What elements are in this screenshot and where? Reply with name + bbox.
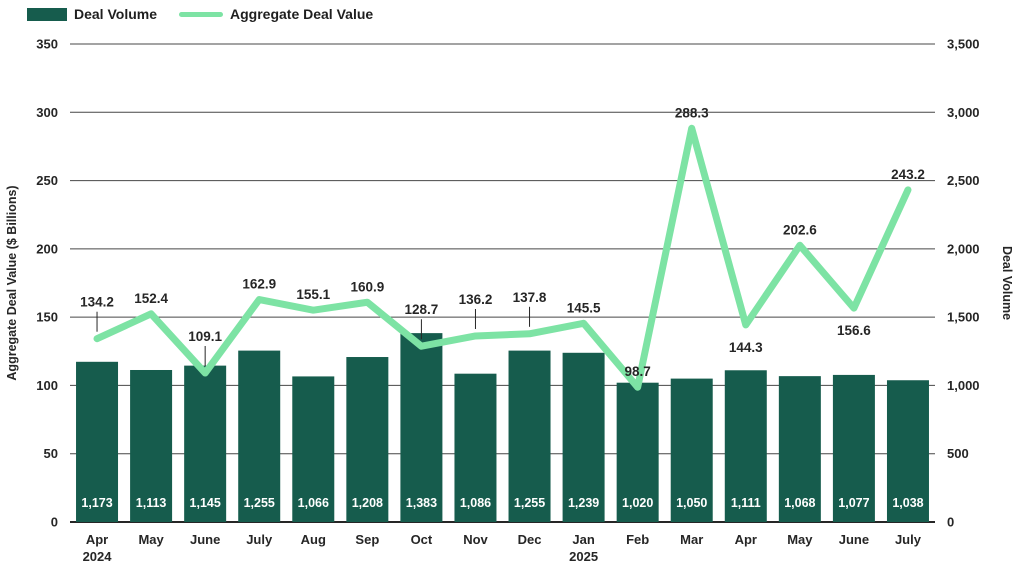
x-axis-label: June: [839, 532, 869, 547]
x-axis-label: Feb: [626, 532, 649, 547]
bar-value-label: 1,145: [190, 496, 221, 510]
bar-value-label: 1,068: [784, 496, 815, 510]
bar-value-label: 1,208: [352, 496, 383, 510]
bar-value-label: 1,239: [568, 496, 599, 510]
line-value-label: 109.1: [188, 329, 222, 344]
x-axis-label: July: [246, 532, 273, 547]
line-value-label: 98.7: [625, 364, 651, 379]
line-value-label: 202.6: [783, 222, 817, 237]
bar-value-label: 1,383: [406, 496, 437, 510]
deal-volume-bar: [346, 357, 389, 522]
left-axis-tick: 200: [36, 241, 58, 256]
deal-volume-bar: [238, 350, 281, 522]
deal-volume-bar: [778, 376, 821, 522]
x-axis-label: Oct: [411, 532, 433, 547]
bar-value-label: 1,086: [460, 496, 491, 510]
deal-volume-bar: [454, 373, 497, 522]
x-axis-label: May: [138, 532, 164, 547]
x-axis-label: Nov: [463, 532, 488, 547]
legend-bar-swatch: [27, 7, 67, 21]
line-value-label: 152.4: [134, 291, 168, 306]
left-axis-tick: 350: [36, 37, 58, 52]
right-axis-title: Deal Volume: [1000, 246, 1014, 320]
right-axis-tick: 3,500: [947, 37, 980, 52]
deal-volume-bar: [508, 350, 551, 522]
legend-line-swatch: [179, 11, 223, 17]
x-axis-label: Jan: [572, 532, 594, 547]
bar-value-label: 1,020: [622, 496, 653, 510]
right-axis-tick: 0: [947, 515, 954, 530]
bar-value-label: 1,050: [676, 496, 707, 510]
x-axis-label: Mar: [680, 532, 703, 547]
right-axis-tick: 3,000: [947, 105, 980, 120]
line-value-label: 144.3: [729, 340, 763, 355]
x-axis-label: June: [190, 532, 220, 547]
bar-value-label: 1,173: [81, 496, 112, 510]
bar-value-label: 1,113: [136, 496, 167, 510]
deal-volume-bar: [76, 361, 119, 522]
bar-value-label: 1,038: [892, 496, 923, 510]
deal-volume-bar: [184, 365, 227, 522]
aggregate-deal-value-line: [93, 124, 912, 391]
deal-volume-bar: [886, 380, 929, 522]
left-axis-tick: 0: [51, 515, 58, 530]
bar-value-label: 1,077: [838, 496, 869, 510]
bar-value-label: 1,111: [731, 496, 761, 510]
deal-volume-bar: [562, 352, 605, 522]
deal-volume-bar: [292, 376, 335, 522]
bar-value-label: 1,255: [514, 496, 545, 510]
line-value-label: 155.1: [296, 287, 330, 302]
x-axis-label: Aug: [301, 532, 326, 547]
line-value-label: 145.5: [567, 300, 601, 315]
right-axis-tick: 500: [947, 446, 969, 461]
deal-volume-bar: [616, 382, 659, 522]
right-axis-tick: 2,000: [947, 241, 980, 256]
x-axis-label: May: [787, 532, 813, 547]
left-axis-tick: 300: [36, 105, 58, 120]
x-axis-label: 2025: [569, 549, 598, 564]
left-axis-tick: 150: [36, 310, 58, 325]
deal-volume-bar: [724, 370, 767, 522]
left-axis-tick: 100: [36, 378, 58, 393]
left-axis-tick: 50: [44, 446, 58, 461]
x-axis-label: Apr: [86, 532, 108, 547]
line-value-label: 243.2: [891, 167, 925, 182]
line-value-label: 160.9: [350, 279, 384, 294]
right-axis-tick: 2,500: [947, 173, 980, 188]
deal-volume-bar: [670, 378, 713, 522]
legend-item-deal-volume[interactable]: Deal Volume: [27, 6, 157, 22]
line-value-label: 136.2: [459, 292, 493, 307]
chart-legend: Deal Volume Aggregate Deal Value: [27, 6, 373, 22]
line-value-label: 134.2: [80, 295, 114, 310]
bar-value-label: 1,066: [298, 496, 329, 510]
left-axis-tick: 250: [36, 173, 58, 188]
bar-value-label: 1,255: [244, 496, 275, 510]
x-axis-label: Dec: [518, 532, 542, 547]
deal-volume-bar: [832, 374, 875, 522]
x-axis-label: Sep: [355, 532, 379, 547]
right-axis-tick: 1,000: [947, 378, 980, 393]
line-value-label: 162.9: [242, 277, 276, 292]
x-axis-label: Apr: [735, 532, 757, 547]
line-value-label: 156.6: [837, 323, 871, 338]
left-axis-title: Aggregate Deal Value ($ Billions): [5, 185, 19, 380]
right-axis-tick: 1,500: [947, 310, 980, 325]
line-value-label: 128.7: [405, 302, 439, 317]
legend-label-deal-volume: Deal Volume: [74, 6, 157, 22]
legend-item-aggregate-deal-value[interactable]: Aggregate Deal Value: [179, 6, 373, 22]
deal-volume-bar: [130, 369, 173, 522]
line-value-label: 137.8: [513, 290, 547, 305]
line-value-label: 288.3: [675, 105, 709, 120]
x-axis-label: July: [895, 532, 922, 547]
x-axis-label: 2024: [83, 549, 113, 564]
legend-label-aggregate-deal-value: Aggregate Deal Value: [230, 6, 374, 22]
deal-volume-bar: [400, 333, 443, 522]
